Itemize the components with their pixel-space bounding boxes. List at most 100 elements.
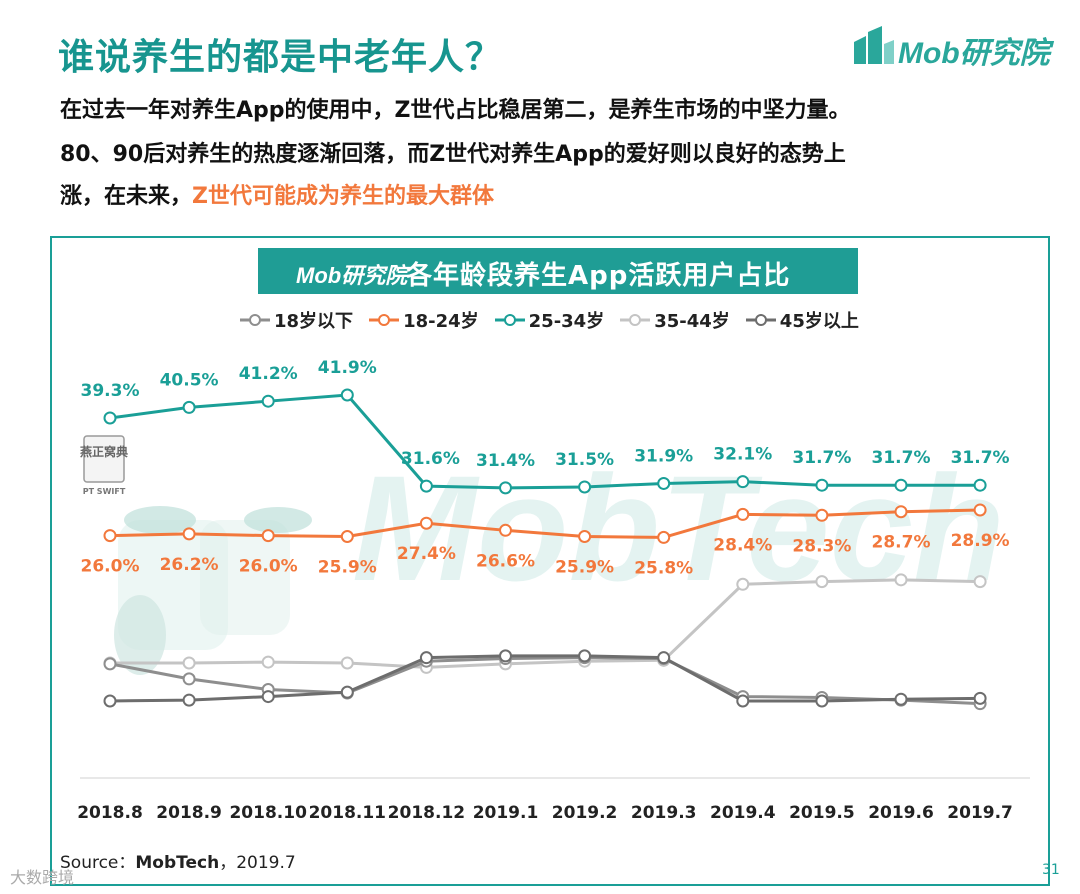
- legend-item-under18: 18岁以下: [240, 307, 353, 333]
- data-point: [261, 655, 275, 669]
- data-point: [182, 672, 196, 686]
- series-line: [109, 508, 981, 539]
- data-label: 31.7%: [951, 448, 1010, 468]
- x-tick-label: 2018.12: [388, 803, 465, 823]
- source-name: MobTech: [135, 853, 220, 873]
- data-label: 28.7%: [872, 533, 931, 553]
- legend-marker-icon: [745, 314, 776, 326]
- data-point: [340, 530, 354, 544]
- data-point: [973, 478, 987, 492]
- data-point: [340, 685, 354, 699]
- x-tick-label: 2018.10: [229, 803, 307, 823]
- data-point: [973, 691, 987, 705]
- data-point: [419, 516, 433, 530]
- data-label: 31.5%: [555, 450, 614, 470]
- data-label: 25.9%: [555, 558, 614, 578]
- data-point: [894, 505, 908, 519]
- data-label: 40.5%: [160, 370, 219, 390]
- data-point: [736, 694, 750, 708]
- logo-text: Mob研究院: [898, 37, 1050, 70]
- x-tick-label: 2019.6: [868, 803, 934, 823]
- legend-item-35-44: 35-44岁: [620, 307, 730, 333]
- data-point: [657, 476, 671, 490]
- data-point: [736, 475, 750, 489]
- chart-legend: 18岁以下 18-24岁 25-34岁 35-44岁 45岁以上: [240, 308, 859, 332]
- source-date: ，2019.7: [219, 853, 296, 873]
- legend-marker-icon: [240, 314, 270, 326]
- legend-marker-icon: [620, 314, 651, 326]
- series-line: [109, 393, 981, 490]
- data-point: [103, 694, 117, 708]
- chart-title-bar: Mob研究院 各年龄段养生App活跃用户占比: [258, 248, 858, 294]
- data-point: [182, 693, 196, 707]
- legend-marker-icon: [494, 314, 525, 326]
- data-point: [419, 651, 433, 665]
- data-point: [815, 478, 829, 492]
- data-point: [261, 394, 275, 408]
- data-point: [736, 507, 750, 521]
- series-line: [109, 656, 981, 706]
- chart-title: 各年龄段养生App活跃用户占比: [406, 261, 791, 291]
- data-point: [499, 649, 512, 663]
- body-line-1: 在过去一年对养生App的使用中，Z世代占比稳居第二，是养生市场的中坚力量。: [60, 98, 851, 123]
- corner-watermark: 大数跨境: [10, 868, 75, 887]
- mob-logo: Mob研究院: [850, 22, 1060, 72]
- data-point: [894, 478, 908, 492]
- data-label: 28.9%: [951, 531, 1010, 551]
- legend-label: 25-34岁: [528, 311, 605, 332]
- data-label: 25.9%: [318, 558, 377, 578]
- data-label: 31.9%: [634, 446, 693, 466]
- data-point: [973, 575, 987, 589]
- source-prefix: Source：: [60, 853, 136, 873]
- data-point: [815, 508, 829, 522]
- x-tick-label: 2019.2: [552, 803, 618, 823]
- data-point: [340, 388, 354, 402]
- source-note: Source：MobTech，2019.7: [60, 848, 296, 873]
- legend-item-18-24: 18-24岁: [369, 307, 479, 333]
- data-label: 28.4%: [713, 535, 772, 555]
- data-point: [419, 479, 433, 493]
- data-label: 41.9%: [318, 358, 377, 378]
- mobtech-watermark-text: MobTech: [352, 444, 1005, 612]
- data-label: 28.3%: [792, 536, 851, 556]
- data-point: [815, 694, 829, 708]
- body-line-3-prefix: 涨，在未来，: [60, 184, 193, 209]
- data-label: 31.6%: [401, 449, 460, 469]
- body-line-3-highlight: Z世代可能成为养生的最大群体: [192, 184, 494, 209]
- data-label: 26.2%: [160, 555, 219, 575]
- legend-item-25-34: 25-34岁: [494, 307, 605, 333]
- data-label: 39.3%: [81, 381, 140, 401]
- data-label: 26.6%: [476, 551, 535, 571]
- data-point: [182, 400, 196, 414]
- data-label: 31.7%: [872, 448, 931, 468]
- jar-label-text: 燕正窝典: [80, 444, 128, 459]
- legend-item-over45: 45岁以上: [745, 307, 859, 333]
- data-point: [340, 656, 354, 670]
- x-tick-label: 2018.8: [77, 803, 143, 823]
- data-label: 31.4%: [476, 451, 535, 471]
- data-point: [499, 523, 512, 537]
- page-title: 谁说养生的都是中老年人？: [58, 37, 503, 78]
- data-point: [973, 503, 987, 517]
- legend-label: 18岁以下: [274, 311, 354, 332]
- data-label: 32.1%: [713, 445, 772, 465]
- x-tick-label: 2019.4: [710, 803, 776, 823]
- legend-label: 35-44岁: [654, 311, 730, 332]
- series-25-34岁: 39.3% 40.5% 41.2% 41.9% 31.6% 31.4% 31.5% 31.9%…: [81, 358, 1010, 495]
- data-point: [182, 527, 196, 541]
- data-point: [261, 690, 275, 704]
- data-point: [103, 657, 117, 671]
- data-point: [815, 575, 829, 589]
- series-18-24岁: 26.0% 26.2% 26.0% 25.9% 27.4% 26.6% 25.9% 25.8%…: [81, 503, 1010, 578]
- data-point: [499, 481, 512, 495]
- x-tick-label: 2019.7: [947, 803, 1013, 823]
- chart-title-logo: Mob研究院: [296, 263, 408, 288]
- legend-label: 18-24岁: [403, 311, 479, 332]
- data-point: [261, 529, 275, 543]
- jar-sub-text: PT SWIFT: [83, 487, 126, 496]
- data-label: 25.8%: [634, 558, 693, 578]
- x-tick-label: 2019.5: [789, 803, 855, 823]
- series-45岁以上: [103, 649, 987, 708]
- legend-label: 45岁以上: [779, 311, 859, 332]
